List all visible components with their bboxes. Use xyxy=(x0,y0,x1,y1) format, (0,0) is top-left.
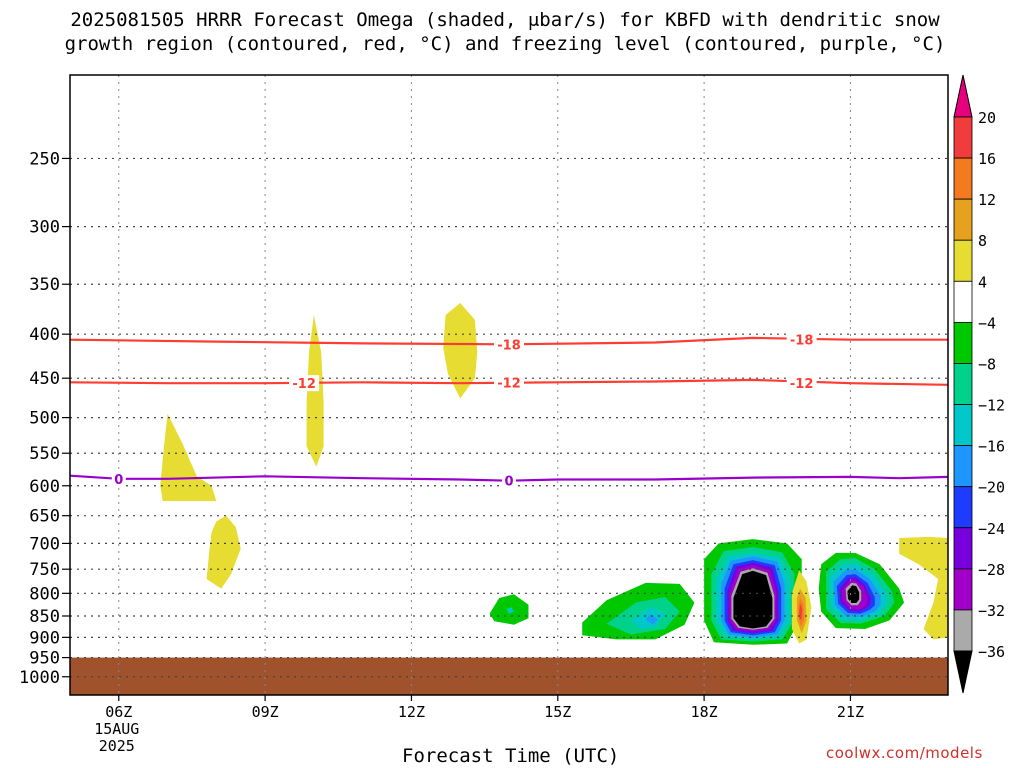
colorbar-label: −36 xyxy=(978,643,1005,661)
y-tick-label: 800 xyxy=(29,584,60,604)
x-tick-label: 12Z xyxy=(398,703,425,721)
x-tick-label: 06Z xyxy=(105,703,132,721)
omega-feature-32 xyxy=(847,585,860,603)
x-axis-title: Forecast Time (UTC) xyxy=(402,745,620,767)
colorbar-bin xyxy=(953,486,973,529)
y-tick-label: 700 xyxy=(29,534,60,554)
colorbar-bin xyxy=(953,280,973,323)
colorbar-bin xyxy=(953,198,973,241)
colorbar-label: −16 xyxy=(978,438,1005,456)
y-tick-label: 300 xyxy=(29,218,60,238)
contour-line xyxy=(70,336,948,346)
y-tick-label: 650 xyxy=(29,507,60,527)
contour-label-bg xyxy=(494,374,524,391)
colorbar-label: 16 xyxy=(978,150,996,168)
x-date-label: 2025 xyxy=(99,737,135,755)
y-tick-label: 1000 xyxy=(19,668,60,688)
y-tick-label: 450 xyxy=(29,369,60,389)
colorbar-bin xyxy=(953,404,973,447)
colorbar-bin xyxy=(953,321,973,364)
omega-feature-1 xyxy=(206,515,241,589)
colorbar-label: −12 xyxy=(978,397,1005,415)
colorbar-bin xyxy=(953,527,973,570)
colorbar-bottom-triangle xyxy=(953,650,973,694)
grid-layer xyxy=(70,75,948,695)
y-tick-label: 500 xyxy=(29,409,60,429)
contour-label-bg xyxy=(502,472,516,489)
chart-title: 2025081505 HRRR Forecast Omega (shaded, … xyxy=(64,9,946,55)
colorbar-label: 8 xyxy=(978,232,987,250)
x-tick-label: 15Z xyxy=(544,703,571,721)
y-tick-label: 350 xyxy=(29,275,60,295)
y-tick-label: 900 xyxy=(29,628,60,648)
colorbar-bin xyxy=(953,363,973,405)
colorbar-label: −8 xyxy=(978,355,996,373)
colorbar-bin xyxy=(953,445,973,488)
contour-label-bg xyxy=(786,331,817,348)
y-tick-label: 850 xyxy=(29,607,60,627)
watermark-text: coolwx.com/models xyxy=(826,744,983,762)
contour-label-bg xyxy=(494,336,524,353)
plot-frame xyxy=(69,74,949,696)
omega-feature-19 xyxy=(733,570,773,629)
colorbar-bin xyxy=(953,116,973,159)
colorbar-label: 4 xyxy=(978,273,987,291)
colorbar-bin xyxy=(953,609,973,652)
colorbar: 20 16 12 8 4 −4 −8 −12 −16 −20 −24 −28 −32 −36 xyxy=(953,74,1005,694)
contour-label: 0 xyxy=(504,475,513,490)
contour-label-layer: -18 -18 -12 -12 -12 0 0 xyxy=(111,331,817,490)
colorbar-bin xyxy=(953,568,973,611)
contour-label: -12 xyxy=(790,377,814,392)
colorbar-label: −20 xyxy=(978,479,1005,497)
x-tick-label: 18Z xyxy=(691,703,718,721)
contour-label: -18 xyxy=(497,338,521,353)
colorbar-top-triangle xyxy=(953,74,973,118)
y-tick-label: 600 xyxy=(29,477,60,497)
colorbar-label: −28 xyxy=(978,561,1005,579)
ground-fill xyxy=(70,657,948,695)
colorbar-label: 20 xyxy=(978,109,996,127)
colorbar-label: −32 xyxy=(978,602,1005,620)
y-axis: 2503003504004505005506006507007508008509… xyxy=(19,149,70,688)
omega-feature-6 xyxy=(506,607,514,614)
y-tick-label: 550 xyxy=(29,444,60,464)
colorbar-bin xyxy=(953,239,973,282)
omega-feature-3 xyxy=(443,303,478,399)
y-tick-label: 750 xyxy=(29,560,60,580)
contour-label-bg xyxy=(111,470,126,487)
contour-label: -18 xyxy=(790,334,814,349)
x-tick-label: 21Z xyxy=(837,703,864,721)
colorbar-label: −24 xyxy=(978,520,1005,538)
colorbar-label: 12 xyxy=(978,191,996,209)
omega-shading-layer xyxy=(160,303,948,645)
contour-label-bg xyxy=(786,375,817,392)
omega-feature-10 xyxy=(645,614,658,625)
x-tick-label: 09Z xyxy=(252,703,279,721)
contour-label-bg xyxy=(289,375,320,392)
x-date-label: 15AUG xyxy=(94,720,139,738)
ground-layer xyxy=(70,657,948,695)
y-tick-label: 250 xyxy=(29,149,60,169)
colorbar-label: −4 xyxy=(978,314,996,332)
y-tick-label: 950 xyxy=(29,649,60,669)
omega-feature-4 xyxy=(899,536,948,640)
contour-label: -12 xyxy=(292,377,316,392)
contour-label: -12 xyxy=(497,376,521,391)
colorbar-bin xyxy=(953,157,973,200)
y-tick-label: 400 xyxy=(29,325,60,345)
contour-label: 0 xyxy=(114,473,123,488)
